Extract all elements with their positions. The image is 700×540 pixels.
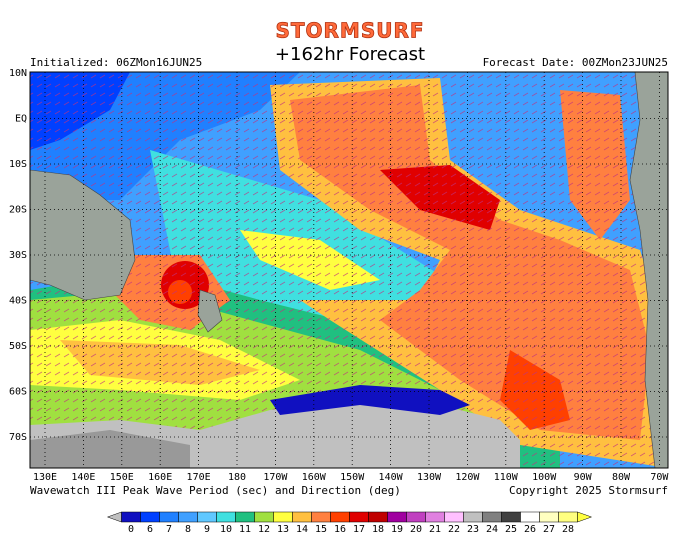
colorbar-label: 17 <box>353 524 365 535</box>
colorbar-swatch <box>254 511 274 523</box>
colorbar-label: 20 <box>410 524 422 535</box>
colorbar-swatch <box>482 511 502 523</box>
colorbar-label: 12 <box>258 524 270 535</box>
colorbar-swatch <box>178 511 198 523</box>
copyright: Copyright 2025 Stormsurf <box>509 484 668 497</box>
colorbar-label: 26 <box>524 524 536 535</box>
lat-label: 70S <box>9 432 27 443</box>
colorbar-swatch <box>406 511 426 523</box>
forecast-date: Forecast Date: 00ZMon23JUN25 <box>483 56 668 69</box>
colorbar-label: 21 <box>429 524 441 535</box>
colorbar-swatch <box>235 511 255 523</box>
lon-label: 140W <box>379 472 404 483</box>
colorbar-label: 23 <box>467 524 479 535</box>
lat-label: 10S <box>9 159 27 170</box>
colorbar-label: 19 <box>391 524 403 535</box>
lon-label: 160W <box>302 472 327 483</box>
graticule: 10N EQ 10S 20S 30S 40S 50S 60S 70S 130E 140E 150E 16… <box>9 68 669 483</box>
colorbar-label: 6 <box>147 524 153 535</box>
colorbar-swatch <box>311 511 331 523</box>
lon-label: 70W <box>650 472 669 483</box>
lon-label: 100W <box>532 472 557 483</box>
lat-label: 10N <box>9 68 27 79</box>
colorbar-swatch <box>197 511 217 523</box>
lat-label: 50S <box>9 341 27 352</box>
caption: Wavewatch III Peak Wave Period (sec) and… <box>30 484 401 497</box>
lon-label: 140E <box>71 472 95 483</box>
lon-label: 130E <box>33 472 57 483</box>
colorbar-swatch <box>330 511 350 523</box>
colorbar-arrow-left <box>106 511 122 523</box>
lon-label: 80W <box>612 472 631 483</box>
colorbar-swatch <box>520 511 540 523</box>
lon-label: 150W <box>340 472 365 483</box>
colorbar-label: 27 <box>543 524 555 535</box>
colorbar-swatch <box>159 511 179 523</box>
logo: STORMSURF <box>275 19 424 43</box>
colorbar-swatch <box>368 511 388 523</box>
lon-label: 180 <box>228 472 246 483</box>
colorbar-swatch <box>273 511 293 523</box>
colorbar-swatch <box>425 511 445 523</box>
colorbar-swatch <box>140 511 160 523</box>
colorbar-swatch <box>121 511 141 523</box>
lon-label: 110W <box>494 472 519 483</box>
title: +162hr Forecast <box>275 44 425 65</box>
colorbar-label: 28 <box>562 524 574 535</box>
colorbar-label: 0 <box>128 524 134 535</box>
initialized: Initialized: 06ZMon16JUN25 <box>30 56 202 69</box>
colorbar-label: 10 <box>220 524 232 535</box>
colorbar-swatch <box>349 511 369 523</box>
lon-label: 170W <box>263 472 288 483</box>
lat-label: 30S <box>9 250 27 261</box>
colorbar-swatch <box>387 511 407 523</box>
colorbar-arrow-right <box>577 511 593 523</box>
colorbar-swatch <box>463 511 483 523</box>
lon-label: 120W <box>455 472 480 483</box>
colorbar-label: 25 <box>505 524 517 535</box>
map <box>30 72 668 468</box>
lat-label: 40S <box>9 296 27 307</box>
colorbar-swatch <box>558 511 578 523</box>
lon-label: 130W <box>417 472 442 483</box>
colorbar-label: 9 <box>204 524 210 535</box>
lat-label: 20S <box>9 205 27 216</box>
colorbar-label: 22 <box>448 524 460 535</box>
colorbar-label: 14 <box>296 524 308 535</box>
lon-label: 150E <box>110 472 134 483</box>
colorbar-label: 7 <box>166 524 172 535</box>
lat-label: 60S <box>9 387 27 398</box>
colorbar-swatch <box>292 511 312 523</box>
lon-label: 90W <box>574 472 593 483</box>
lat-label: EQ <box>15 114 27 125</box>
lon-label: 160E <box>148 472 172 483</box>
colorbar-label: 16 <box>334 524 346 535</box>
lon-label: 170E <box>187 472 211 483</box>
colorbar-swatch <box>539 511 559 523</box>
colorbar-label: 13 <box>277 524 289 535</box>
colorbar-swatch <box>501 511 521 523</box>
colorbar-label: 24 <box>486 524 498 535</box>
colorbar-label: 11 <box>239 524 251 535</box>
colorbar: 0 6 7 8 9 10 11 12 13 14 15 16 17 18 19 20 21 22 23 24 25 26 2… <box>106 511 593 535</box>
colorbar-label: 18 <box>372 524 384 535</box>
map-frame <box>29 71 669 469</box>
colorbar-swatch <box>444 511 464 523</box>
colorbar-label: 15 <box>315 524 327 535</box>
colorbar-label: 8 <box>185 524 191 535</box>
colorbar-swatch <box>216 511 236 523</box>
